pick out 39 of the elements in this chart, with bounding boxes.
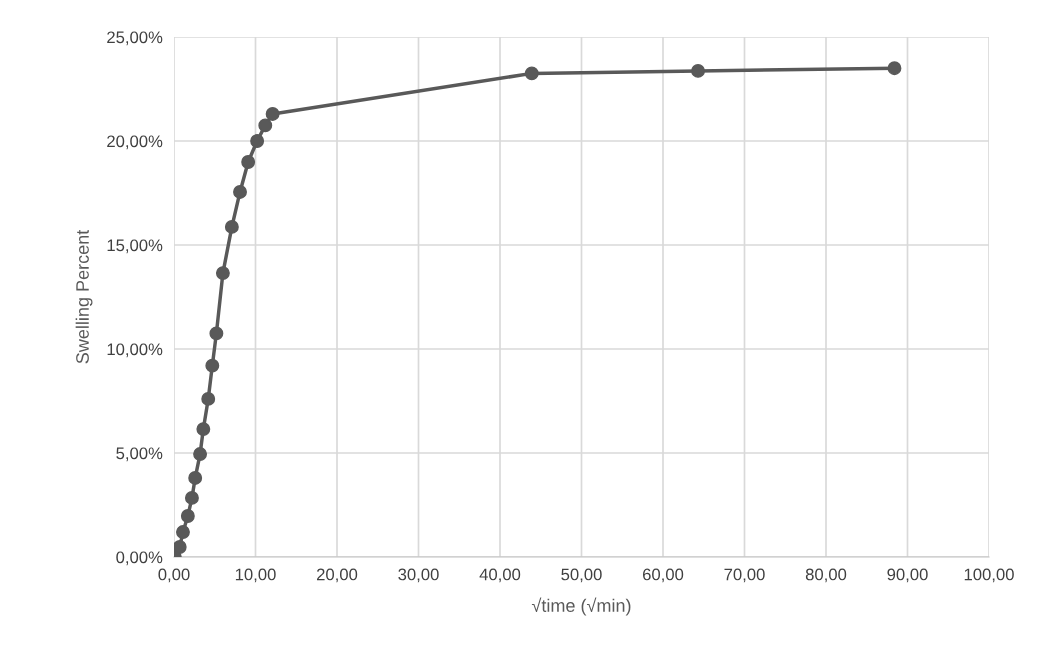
y-tick-label: 25,00% — [107, 31, 163, 46]
point — [201, 391, 216, 406]
point — [258, 118, 273, 133]
x-tick-label: 90,00 — [887, 568, 928, 583]
point — [174, 540, 187, 554]
x-tick-label: 30,00 — [398, 568, 439, 583]
x-tick-label: 60,00 — [642, 568, 684, 583]
point — [205, 358, 220, 373]
x-tick-label: 80,00 — [805, 568, 847, 583]
x-tick-label: 0,00 — [158, 568, 190, 583]
x-tick-label: 50,00 — [561, 568, 602, 583]
x-tick-label: 10,00 — [235, 568, 276, 583]
y-tick-label: 10,00% — [107, 343, 163, 358]
y-tick-label: 0,00% — [116, 551, 163, 566]
point — [184, 490, 199, 505]
x-tick-label: 70,00 — [724, 568, 765, 583]
x-tick-label: 20,00 — [316, 568, 358, 583]
point — [209, 326, 224, 341]
x-tick-label: 40,00 — [479, 568, 521, 583]
point — [188, 471, 203, 485]
point — [524, 66, 539, 81]
point — [233, 185, 247, 199]
point — [691, 63, 705, 78]
y-tick-label: 5,00% — [116, 447, 163, 462]
point — [224, 219, 239, 234]
point — [887, 61, 902, 76]
point — [250, 134, 265, 148]
x-tick-label: 100,00 — [964, 568, 1014, 583]
point — [196, 422, 211, 437]
y-axis-title: Swelling Percent — [75, 229, 93, 364]
point — [193, 447, 208, 461]
point — [176, 525, 190, 539]
point — [265, 107, 280, 121]
y-tick-label: 15,00% — [107, 239, 163, 254]
point — [215, 266, 230, 281]
point — [241, 155, 256, 169]
x-axis-title: √time (√min) — [531, 597, 631, 616]
y-tick-label: 20,00% — [107, 135, 163, 150]
point — [180, 509, 195, 523]
